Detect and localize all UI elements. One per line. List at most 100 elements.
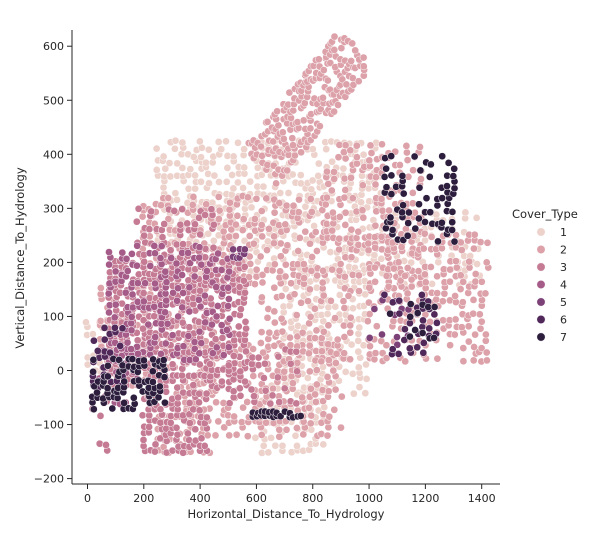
point-cover-type-2 (335, 213, 344, 221)
point-cover-type-6 (401, 325, 409, 334)
point-cover-type-2 (232, 232, 240, 240)
point-cover-type-4 (150, 242, 159, 250)
point-cover-type-2 (305, 403, 313, 412)
point-cover-type-3 (242, 347, 250, 356)
point-cover-type-2 (471, 277, 480, 286)
point-cover-type-7 (406, 300, 415, 308)
point-cover-type-7 (430, 303, 439, 311)
point-cover-type-7 (410, 152, 419, 161)
point-cover-type-2 (258, 232, 267, 241)
point-cover-type-3 (160, 220, 169, 228)
point-cover-type-2 (458, 298, 467, 307)
legend-marker (536, 297, 546, 307)
point-cover-type-3 (261, 386, 270, 395)
point-cover-type-7 (430, 334, 438, 342)
point-cover-type-1 (89, 330, 97, 338)
point-cover-type-1 (161, 164, 170, 173)
point-cover-type-2 (371, 180, 380, 189)
point-cover-type-3 (158, 233, 167, 242)
point-cover-type-7 (406, 332, 414, 341)
point-cover-type-6 (394, 350, 403, 358)
point-cover-type-2 (401, 272, 409, 280)
point-cover-type-2 (324, 356, 333, 364)
point-cover-type-3 (174, 393, 182, 402)
point-cover-type-3 (179, 448, 187, 457)
point-cover-type-2 (427, 233, 436, 241)
point-cover-type-2 (482, 258, 491, 267)
point-cover-type-2 (471, 270, 480, 278)
point-cover-type-3 (280, 384, 289, 393)
point-cover-type-3 (247, 385, 256, 394)
point-cover-type-2 (482, 330, 490, 339)
point-cover-type-2 (420, 229, 429, 238)
point-cover-type-4 (118, 248, 127, 257)
point-cover-type-2 (353, 159, 361, 168)
point-cover-type-2 (354, 77, 363, 86)
point-cover-type-2 (407, 282, 416, 291)
point-cover-type-2 (249, 239, 258, 248)
point-cover-type-3 (241, 317, 250, 326)
point-cover-type-6 (419, 339, 428, 347)
point-cover-type-1 (284, 189, 293, 197)
point-cover-type-2 (263, 161, 272, 169)
point-cover-type-2 (281, 220, 290, 229)
point-cover-type-4 (197, 260, 206, 269)
point-cover-type-4 (105, 260, 113, 269)
point-cover-type-7 (450, 184, 459, 193)
point-cover-type-2 (305, 367, 314, 376)
point-cover-type-4 (121, 288, 130, 297)
point-cover-type-2 (363, 317, 372, 326)
point-cover-type-3 (241, 288, 249, 297)
point-cover-type-1 (370, 251, 379, 259)
point-cover-type-2 (390, 264, 398, 273)
point-cover-type-1 (234, 178, 242, 187)
point-cover-type-3 (145, 423, 153, 431)
point-cover-type-7 (438, 218, 446, 227)
point-cover-type-2 (265, 225, 273, 233)
point-cover-type-4 (186, 259, 194, 267)
point-cover-type-2 (289, 379, 297, 388)
y-tick-label: −200 (34, 473, 64, 486)
point-cover-type-4 (111, 300, 120, 309)
point-cover-type-1 (331, 302, 340, 311)
point-cover-type-2 (459, 278, 468, 286)
point-cover-type-2 (298, 328, 307, 337)
point-cover-type-2 (377, 195, 386, 203)
point-cover-type-4 (224, 343, 233, 352)
legend-marker (536, 262, 546, 272)
point-cover-type-1 (271, 441, 280, 450)
point-cover-type-2 (335, 245, 343, 254)
point-cover-type-2 (270, 307, 279, 316)
point-cover-type-2 (330, 405, 339, 414)
point-cover-type-7 (148, 367, 157, 376)
x-tick-label: 600 (246, 492, 267, 505)
point-cover-type-2 (225, 205, 234, 214)
point-cover-type-7 (413, 309, 422, 317)
point-cover-type-2 (354, 227, 363, 236)
point-cover-type-4 (128, 303, 137, 312)
point-cover-type-1 (204, 229, 213, 238)
point-cover-type-7 (450, 164, 459, 173)
point-cover-type-2 (310, 304, 319, 313)
y-axis-title: Vertical_Distance_To_Hydrology (13, 167, 27, 348)
point-cover-type-2 (257, 207, 266, 215)
point-cover-type-4 (217, 266, 226, 274)
point-cover-type-2 (341, 208, 350, 217)
point-cover-type-2 (337, 423, 345, 432)
legend-label: 1 (560, 226, 567, 239)
point-cover-type-6 (430, 310, 439, 319)
point-cover-type-1 (223, 164, 232, 172)
point-cover-type-2 (270, 208, 279, 217)
point-cover-type-7 (89, 405, 98, 414)
point-cover-type-2 (318, 347, 326, 356)
point-cover-type-7 (403, 231, 412, 240)
legend-label: 6 (560, 314, 567, 327)
point-cover-type-2 (258, 271, 267, 279)
x-tick-label: 1000 (355, 492, 383, 505)
point-cover-type-2 (440, 289, 449, 298)
point-cover-type-1 (171, 136, 180, 145)
point-cover-type-2 (319, 266, 327, 275)
point-cover-type-2 (470, 230, 479, 239)
point-cover-type-4 (173, 296, 181, 305)
